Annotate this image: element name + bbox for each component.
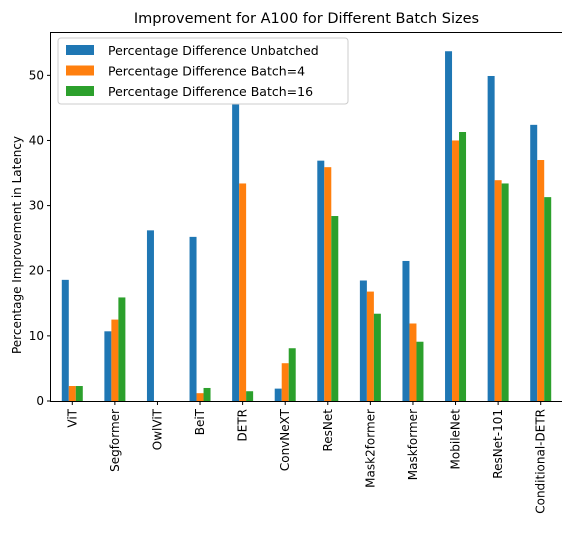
chart-title: Improvement for A100 for Different Batch… xyxy=(134,11,479,27)
bar-detr-series-2 xyxy=(239,183,247,401)
y-tick-label: 20 xyxy=(29,264,44,278)
bar-owlvit-series-1 xyxy=(146,230,154,401)
bar-convnext-series-3 xyxy=(288,348,296,401)
bar-detr-series-3 xyxy=(246,391,254,401)
bar-resnet-101-series-2 xyxy=(494,180,502,401)
bar-detr-series-1 xyxy=(232,103,240,402)
x-tick-label: DETR xyxy=(236,409,250,442)
legend-swatch-series-3 xyxy=(66,86,94,96)
bar-vit-series-3 xyxy=(75,386,83,401)
bar-resnet-series-3 xyxy=(331,216,339,401)
bar-conditional-detr-series-2 xyxy=(537,160,545,401)
bar-mobilenet-series-3 xyxy=(459,132,467,401)
y-tick-label: 0 xyxy=(36,394,44,408)
bar-vit-series-1 xyxy=(61,279,69,401)
bar-mask2former-series-3 xyxy=(373,313,381,401)
bar-convnext-series-2 xyxy=(281,363,289,401)
legend-swatch-series-2 xyxy=(66,65,94,76)
x-tick-label: ResNet-101 xyxy=(491,409,505,479)
bar-beit-series-3 xyxy=(203,387,211,401)
bar-mobilenet-series-2 xyxy=(452,140,460,401)
bars-group xyxy=(61,51,552,402)
x-tick-label: ResNet xyxy=(321,409,335,452)
bar-segformer-series-1 xyxy=(104,331,112,401)
x-tick-label: OwlViT xyxy=(150,408,164,450)
y-axis-ticks: 0 10 20 30 40 50 xyxy=(29,68,51,408)
bar-maskformer-series-1 xyxy=(402,260,410,401)
x-tick-label: ConvNeXT xyxy=(278,408,292,471)
x-axis-ticks: ViT Segformer OwlViT BeiT DETR ConvNeXT ResNet… xyxy=(65,401,548,514)
bar-mask2former-series-1 xyxy=(359,280,367,401)
legend-swatch-series-1 xyxy=(66,45,94,55)
y-tick-label: 10 xyxy=(29,329,44,343)
bar-mobilenet-series-1 xyxy=(445,51,453,402)
bar-convnext-series-1 xyxy=(274,388,282,401)
x-tick-label: MobileNet xyxy=(449,409,463,470)
bar-mask2former-series-2 xyxy=(366,291,374,401)
bar-conditional-detr-series-3 xyxy=(544,197,552,401)
bar-maskformer-series-3 xyxy=(416,341,424,401)
x-tick-label: Maskformer xyxy=(406,409,420,480)
y-axis-label: Percentage Improvement in Latency xyxy=(10,136,24,354)
x-tick-label: Conditional-DETR xyxy=(534,409,548,514)
x-tick-label: Mask2former xyxy=(363,409,377,488)
bar-segformer-series-3 xyxy=(118,297,126,401)
bar-segformer-series-2 xyxy=(111,319,119,401)
x-tick-label: BeiT xyxy=(193,408,207,435)
bar-maskformer-series-2 xyxy=(409,323,417,401)
plot-area-frame xyxy=(50,32,562,402)
y-tick-label: 50 xyxy=(29,68,44,82)
bar-resnet-101-series-3 xyxy=(501,183,509,401)
legend-label-series-3: Percentage Difference Batch=16 xyxy=(108,84,313,99)
legend-label-series-1: Percentage Difference Unbatched xyxy=(108,43,319,58)
y-tick-label: 40 xyxy=(29,133,44,147)
bar-beit-series-1 xyxy=(189,236,197,401)
y-tick-label: 30 xyxy=(29,199,44,213)
legend-box xyxy=(57,37,349,105)
x-tick-label: Segformer xyxy=(108,409,122,472)
bar-vit-series-2 xyxy=(68,386,76,401)
bar-resnet-series-2 xyxy=(324,167,332,401)
x-tick-label: ViT xyxy=(65,408,79,427)
bar-resnet-series-1 xyxy=(317,160,325,401)
bar-beit-series-2 xyxy=(196,393,204,401)
legend: Percentage Difference Unbatched Percentag… xyxy=(57,37,349,105)
bar-conditional-detr-series-1 xyxy=(530,124,538,401)
bar-resnet-101-series-1 xyxy=(487,75,495,402)
legend-label-series-2: Percentage Difference Batch=4 xyxy=(108,64,305,79)
